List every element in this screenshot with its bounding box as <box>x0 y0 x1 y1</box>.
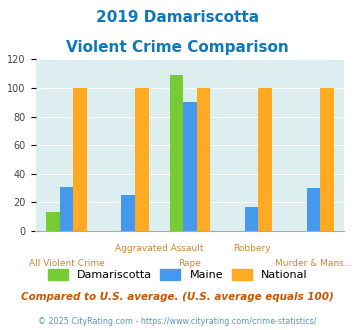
Bar <box>73 88 87 231</box>
Bar <box>320 88 334 231</box>
Bar <box>170 75 183 231</box>
Bar <box>307 188 320 231</box>
Text: Murder & Mans...: Murder & Mans... <box>275 259 352 268</box>
Text: All Violent Crime: All Violent Crime <box>28 259 104 268</box>
Bar <box>135 88 148 231</box>
Bar <box>121 195 135 231</box>
Bar <box>245 207 258 231</box>
Text: © 2025 CityRating.com - https://www.cityrating.com/crime-statistics/: © 2025 CityRating.com - https://www.city… <box>38 317 317 326</box>
Legend: Damariscotta, Maine, National: Damariscotta, Maine, National <box>43 265 312 285</box>
Text: Rape: Rape <box>179 259 201 268</box>
Text: 2019 Damariscotta: 2019 Damariscotta <box>96 10 259 25</box>
Bar <box>60 187 73 231</box>
Text: Violent Crime Comparison: Violent Crime Comparison <box>66 40 289 54</box>
Bar <box>197 88 210 231</box>
Text: Aggravated Assault: Aggravated Assault <box>115 244 203 253</box>
Bar <box>258 88 272 231</box>
Bar <box>183 102 197 231</box>
Text: Robbery: Robbery <box>233 244 271 253</box>
Bar <box>46 213 60 231</box>
Text: Compared to U.S. average. (U.S. average equals 100): Compared to U.S. average. (U.S. average … <box>21 292 334 302</box>
